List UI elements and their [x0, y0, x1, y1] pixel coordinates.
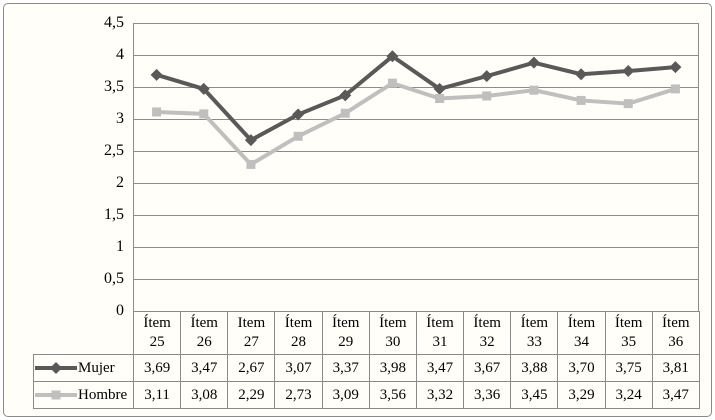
item-header-cell: Ítem 30: [368, 311, 417, 355]
value-cell: 3,24: [604, 381, 653, 409]
diamond-marker-icon: [244, 134, 257, 147]
item-header-cell: Ítem 33: [510, 311, 559, 355]
value-cell: 3,32: [415, 381, 465, 409]
item-header-cell: Ítem 29: [321, 311, 370, 355]
value-cell: 3,29: [557, 381, 606, 409]
diamond-marker-icon: [197, 82, 210, 95]
square-marker-icon: [340, 108, 350, 118]
value-cell: 3,81: [651, 354, 700, 382]
value-cell: 3,09: [321, 381, 370, 409]
legend-cell-hombre: Hombre: [33, 381, 134, 409]
plot-area: [133, 23, 699, 311]
value-cell: 3,47: [180, 354, 229, 382]
value-cell: 3,11: [132, 381, 182, 409]
table-row: Mujer 3,69 3,47 2,67 3,07 3,37 3,98 3,47 3,67 3,8…: [33, 354, 700, 382]
y-axis-label: 1,5: [104, 206, 124, 223]
y-axis: 0 0,5 1 1,5 2 2,5 3 3,5 4 4,5: [0, 14, 124, 319]
square-marker-icon: [152, 107, 162, 117]
table-row: Hombre 3,11 3,08 2,29 2,73 3,09 3,56 3,32 3,36 3,…: [33, 381, 700, 409]
y-axis-label: 4: [116, 46, 124, 63]
value-cell: 3,56: [368, 381, 417, 409]
y-axis-label: 3,5: [104, 78, 124, 95]
series-line: [156, 53, 676, 143]
value-cell: 3,45: [510, 381, 559, 409]
diamond-marker-icon: [433, 82, 446, 95]
item-header-cell: Ítem 35: [604, 311, 653, 355]
item-header-cell: Ítem 32: [463, 311, 512, 355]
value-cell: 3,47: [651, 381, 700, 409]
value-cell: 3,37: [321, 354, 370, 382]
series-hombre: [152, 78, 680, 169]
y-axis-label: 2,5: [104, 142, 124, 159]
y-axis-label: 0,5: [104, 270, 124, 287]
square-marker-icon: [482, 91, 492, 101]
item-header-cell: Item 27: [227, 311, 276, 355]
diamond-marker-icon: [150, 68, 163, 81]
value-cell: 3,75: [604, 354, 653, 382]
legend-diamond-line-icon: [35, 362, 77, 374]
square-marker-icon: [293, 131, 303, 141]
y-axis-label: 3: [116, 110, 124, 127]
value-cell: 3,67: [463, 354, 512, 382]
table-header-row: Ítem 25 Ítem 26 Item 27 Ítem 28 Ítem 29 Ítem 30 Ítem…: [34, 311, 700, 355]
diamond-marker-icon: [575, 68, 588, 81]
legend-label: Hombre: [78, 386, 128, 403]
table-corner-spacer: [34, 312, 134, 355]
diamond-marker-icon: [292, 108, 305, 121]
value-cell: 3,07: [274, 354, 323, 382]
diamond-marker-icon: [386, 50, 399, 63]
diamond-marker-icon: [480, 70, 493, 83]
value-cell: 3,98: [368, 354, 417, 382]
value-cell: 3,70: [557, 354, 606, 382]
square-marker-icon: [51, 390, 61, 400]
square-marker-icon: [435, 94, 445, 104]
value-cell: 2,29: [227, 381, 276, 409]
legend-square-line-icon: [35, 390, 77, 400]
value-cell: 3,47: [415, 354, 465, 382]
chart-data-table: Ítem 25 Ítem 26 Item 27 Ítem 28 Ítem 29 Ítem 30 Ítem…: [33, 311, 700, 409]
item-header-cell: Ítem 34: [557, 311, 606, 355]
table-body: Mujer 3,69 3,47 2,67 3,07 3,37 3,98 3,47 3,67 3,8…: [33, 354, 700, 409]
square-marker-icon: [576, 95, 586, 105]
value-cell: 2,73: [274, 381, 323, 409]
value-cell: 3,88: [510, 354, 559, 382]
legend-cell-mujer: Mujer: [33, 354, 134, 382]
y-axis-label: 4,5: [104, 14, 124, 31]
item-header-cell: Ítem 26: [180, 311, 229, 355]
y-axis-label: 0: [116, 302, 124, 319]
series-line: [156, 80, 677, 167]
diamond-marker-icon: [669, 61, 682, 74]
square-marker-icon: [246, 159, 256, 169]
diamond-marker-icon: [50, 362, 62, 374]
square-marker-icon: [670, 84, 680, 94]
y-axis-label: 2: [116, 174, 124, 191]
item-header-cell: Ítem 28: [274, 311, 323, 355]
diamond-marker-icon: [622, 65, 635, 77]
diamond-marker-icon: [339, 89, 352, 102]
legend-label: Mujer: [78, 359, 115, 376]
value-cell: 2,67: [227, 354, 276, 382]
value-cell: 3,36: [463, 381, 512, 409]
square-marker-icon: [623, 99, 633, 109]
diamond-marker-icon: [527, 56, 540, 69]
item-header-cell: Ítem 36: [651, 311, 700, 355]
square-marker-icon: [199, 109, 209, 119]
y-axis-label: 1: [116, 238, 124, 255]
square-marker-icon: [529, 85, 539, 95]
item-header-cell: Ítem 31: [415, 311, 465, 355]
series-mujer: [150, 50, 682, 147]
item-header-cell: Ítem 25: [132, 311, 182, 355]
value-cell: 3,08: [180, 381, 229, 409]
value-cell: 3,69: [132, 354, 182, 382]
square-marker-icon: [387, 78, 397, 88]
